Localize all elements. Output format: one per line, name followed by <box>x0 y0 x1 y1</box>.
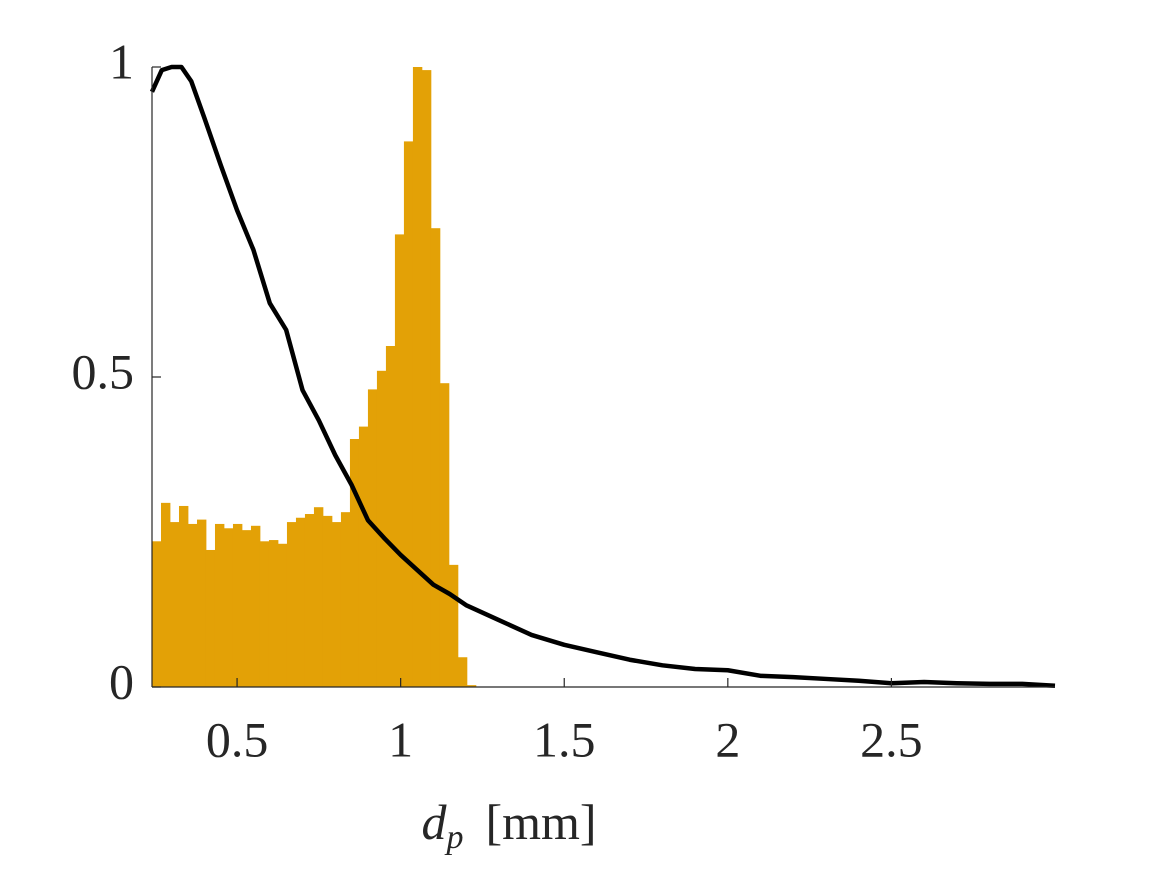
histogram-bar <box>385 346 396 687</box>
histogram-bar <box>394 234 405 687</box>
x-label-symbol: d <box>421 794 447 850</box>
histogram-bar <box>376 370 387 687</box>
histogram-bar <box>169 522 180 687</box>
histogram-bar <box>187 523 198 687</box>
x-label-subscript: p <box>444 819 463 856</box>
x-tick-label: 2 <box>715 711 740 767</box>
histogram-bar <box>448 564 459 687</box>
histogram-bar <box>295 517 306 687</box>
histogram-bar <box>358 426 369 687</box>
histogram-bar <box>205 549 216 687</box>
x-tick-label: 1.5 <box>533 711 596 767</box>
histogram-bar <box>313 507 324 687</box>
histogram-bar <box>250 525 261 687</box>
x-tick-label: 0.5 <box>206 711 269 767</box>
histogram-bar <box>331 522 342 687</box>
histogram-bar <box>403 141 414 687</box>
x-label-unit: [mm] <box>485 794 596 850</box>
histogram-bar <box>232 523 243 687</box>
histogram-bar <box>304 514 315 687</box>
histogram-bar <box>160 502 171 687</box>
histogram-bar <box>152 541 162 687</box>
x-tick-label: 1 <box>388 711 413 767</box>
histogram-bar <box>268 540 279 687</box>
histogram-bar <box>259 541 270 687</box>
y-tick-label: 0.5 <box>72 343 135 399</box>
histogram-bar <box>322 515 333 687</box>
histogram-bar <box>340 512 351 687</box>
y-tick-label: 0 <box>109 653 134 709</box>
histogram-bar <box>367 389 378 687</box>
line <box>149 64 1056 689</box>
x-axis-label: dp [mm] <box>421 794 596 855</box>
histogram-bar <box>421 70 432 688</box>
histogram-bar <box>178 505 189 687</box>
histogram-bar <box>223 528 234 687</box>
histogram-bar <box>241 530 252 687</box>
histogram-bar <box>349 439 360 687</box>
histogram-bar <box>277 543 288 687</box>
histogram-bar <box>286 522 297 687</box>
histogram-bar <box>457 657 468 687</box>
histogram-bar <box>412 67 423 687</box>
x-tick-label: 2.5 <box>860 711 923 767</box>
histogram-bar <box>430 228 441 687</box>
histogram-bar <box>196 519 207 687</box>
histogram-bar <box>439 383 450 687</box>
histogram-bar <box>466 685 477 687</box>
y-tick-label: 1 <box>109 33 134 89</box>
histogram-bar <box>214 523 225 687</box>
